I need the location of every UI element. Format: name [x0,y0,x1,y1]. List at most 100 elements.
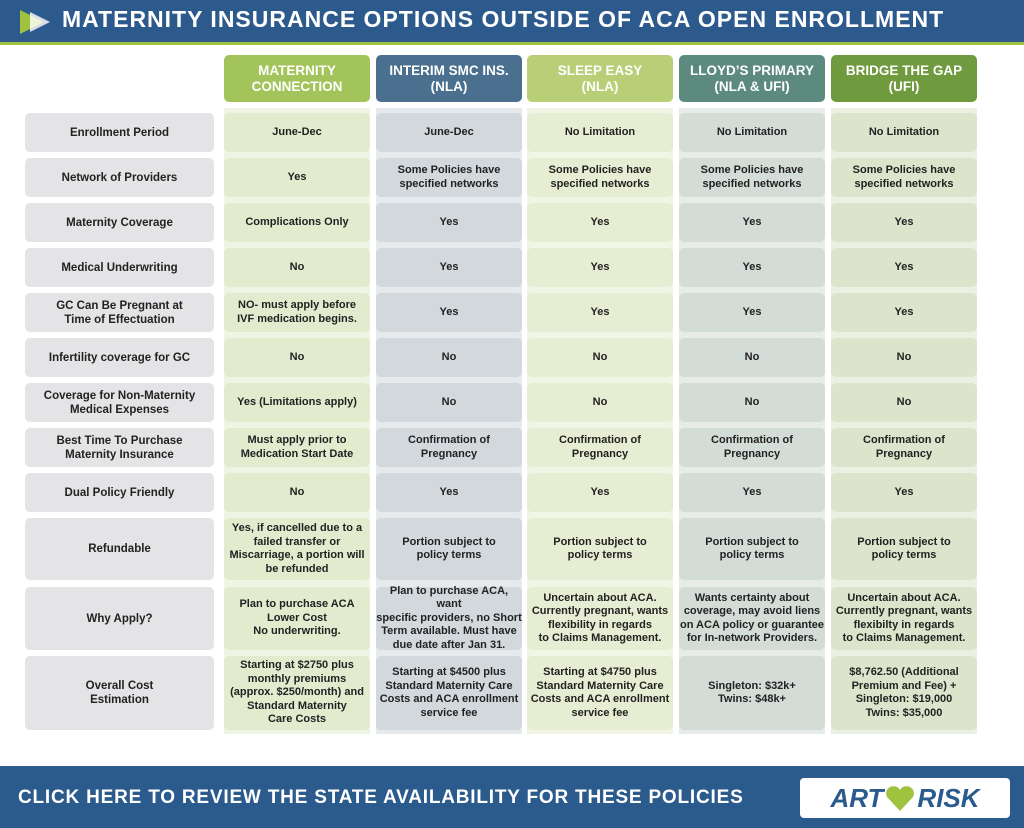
cell: Starting at $2750 plus monthly premiums (a… [224,656,370,730]
cell: $8,762.50 (Additional Premium and Fee) + S… [831,656,977,730]
row-header: Coverage for Non-Maternity Medical Expens… [25,383,214,422]
cell: No Limitation [679,113,825,152]
text-line: Yes (Limitations apply) [237,395,357,408]
text-line: NO- must apply before [238,299,356,311]
cell: Some Policies have specified networks [527,158,673,197]
cell: Complications Only [224,203,370,242]
text-line: Twins: $48k+ [718,693,786,705]
cell: No [376,338,522,377]
text-line: Must apply prior to [247,434,347,446]
text-line: MATERNITY [258,62,336,78]
cell: Singleton: $32k+ Twins: $48k+ [679,656,825,730]
text-line: Yes [439,260,459,273]
text-line: Yes [742,305,762,318]
text-line: Miscarriage, a portion will [229,549,365,561]
text-line: No [592,350,608,363]
row-header: Infertility coverage for GC [25,338,214,377]
text-line: Wants certainty about [694,591,810,604]
text-line: Maternity Insurance [65,448,174,461]
text-line: flexibility in regards [548,618,652,631]
text-line: Time of Effectuation [64,313,175,326]
text-line: Medication Start Date [240,447,354,460]
cell: Confirmation of Pregnancy [831,428,977,467]
cell: Portion subject to policy terms [527,518,673,580]
cell: No [679,383,825,422]
text-line: No Limitation [868,125,940,138]
row-header: Overall Cost Estimation [25,656,214,730]
text-line: Yes [742,215,762,228]
text-line: Standard Maternity [247,699,347,712]
text-line: Lower Cost [267,611,327,624]
text-line: Uncertain about ACA. [847,591,961,604]
text-line: Maternity Coverage [66,216,173,229]
text-line: Plan to purchase ACA, want [389,584,509,611]
text-line: Pregnancy [420,447,478,460]
text-line: Yes [894,305,914,318]
cell: Starting at $4500 plus Standard Maternity… [376,656,522,730]
cell: Yes [527,293,673,332]
text-line: No [289,350,305,363]
cell: Yes [679,203,825,242]
text-line: LLOYD’S PRIMARY [689,62,814,78]
cell: Yes [679,248,825,287]
text-line: Medical Expenses [69,403,170,416]
text-line: SLEEP EASY [557,62,643,78]
text-line: be refunded [265,562,329,575]
text-line: IVF medication begins. [237,312,357,325]
cell: Portion subject to policy terms [376,518,522,580]
text-line: CONNECTION [251,78,343,94]
text-line: Pregnancy [571,447,629,460]
text-line: specified networks [550,177,650,190]
text-line: Premium and Fee) + [851,679,957,692]
text-line: due date after Jan 31. [392,638,506,651]
text-line: Estimation [90,694,149,706]
text-line: (NLA & UFI) [714,78,790,94]
text-line: Plan to purchase ACA [239,598,355,611]
cell: Yes [527,203,673,242]
text-line: service fee [420,706,478,719]
text-line: Medical Underwriting [61,261,178,274]
row-header: Enrollment Period [25,113,214,152]
text-line: Yes [287,170,307,183]
logo-icon [20,10,50,34]
text-line: Why Apply? [86,612,153,625]
cell: No [527,383,673,422]
logo-text: ART [830,782,884,813]
text-line: Confirmation of [408,434,490,446]
text-line: Enrollment Period [69,126,170,139]
cell: Yes [527,473,673,512]
cell: Yes [376,293,522,332]
text-line: Yes [742,485,762,498]
text-line: (UFI) [888,78,920,94]
text-line: coverage, may avoid liens [683,605,821,617]
cell: Yes [376,203,522,242]
cell: Yes [831,203,977,242]
text-line: Yes, if cancelled due to a [231,522,363,534]
text-line: Yes [590,215,610,228]
text-line: No [896,350,912,363]
text-line: Complications Only [245,215,349,228]
cell: No [831,338,977,377]
text-line: Currently pregnant, wants [531,605,669,617]
text-line: policy terms [416,549,482,561]
cell: Yes [679,293,825,332]
cell: Yes [831,473,977,512]
cell: Must apply prior to Medication Start Date [224,428,370,467]
cell: Starting at $4750 plus Standard Maternity… [527,656,673,730]
text-line: monthly premiums [247,672,347,685]
text-line: Yes [894,485,914,498]
cell: Confirmation of Pregnancy [679,428,825,467]
text-line: Yes [590,485,610,498]
text-line: Refundable [88,543,151,555]
text-line: Confirmation of [863,434,945,446]
text-line: Standard Maternity Care [385,679,513,692]
text-line: Currently pregnant, wants [835,605,973,617]
text-line: Overall Cost [85,680,154,692]
text-line: Pregnancy [875,447,933,460]
text-line: Twins: $35,000 [865,706,943,719]
text-line: Some Policies have [397,164,501,176]
column-header: LLOYD’S PRIMARY (NLA & UFI) [679,55,825,102]
state-availability-link[interactable]: CLICK HERE TO REVIEW THE STATE AVAILABIL… [18,787,744,808]
cell: Confirmation of Pregnancy [527,428,673,467]
